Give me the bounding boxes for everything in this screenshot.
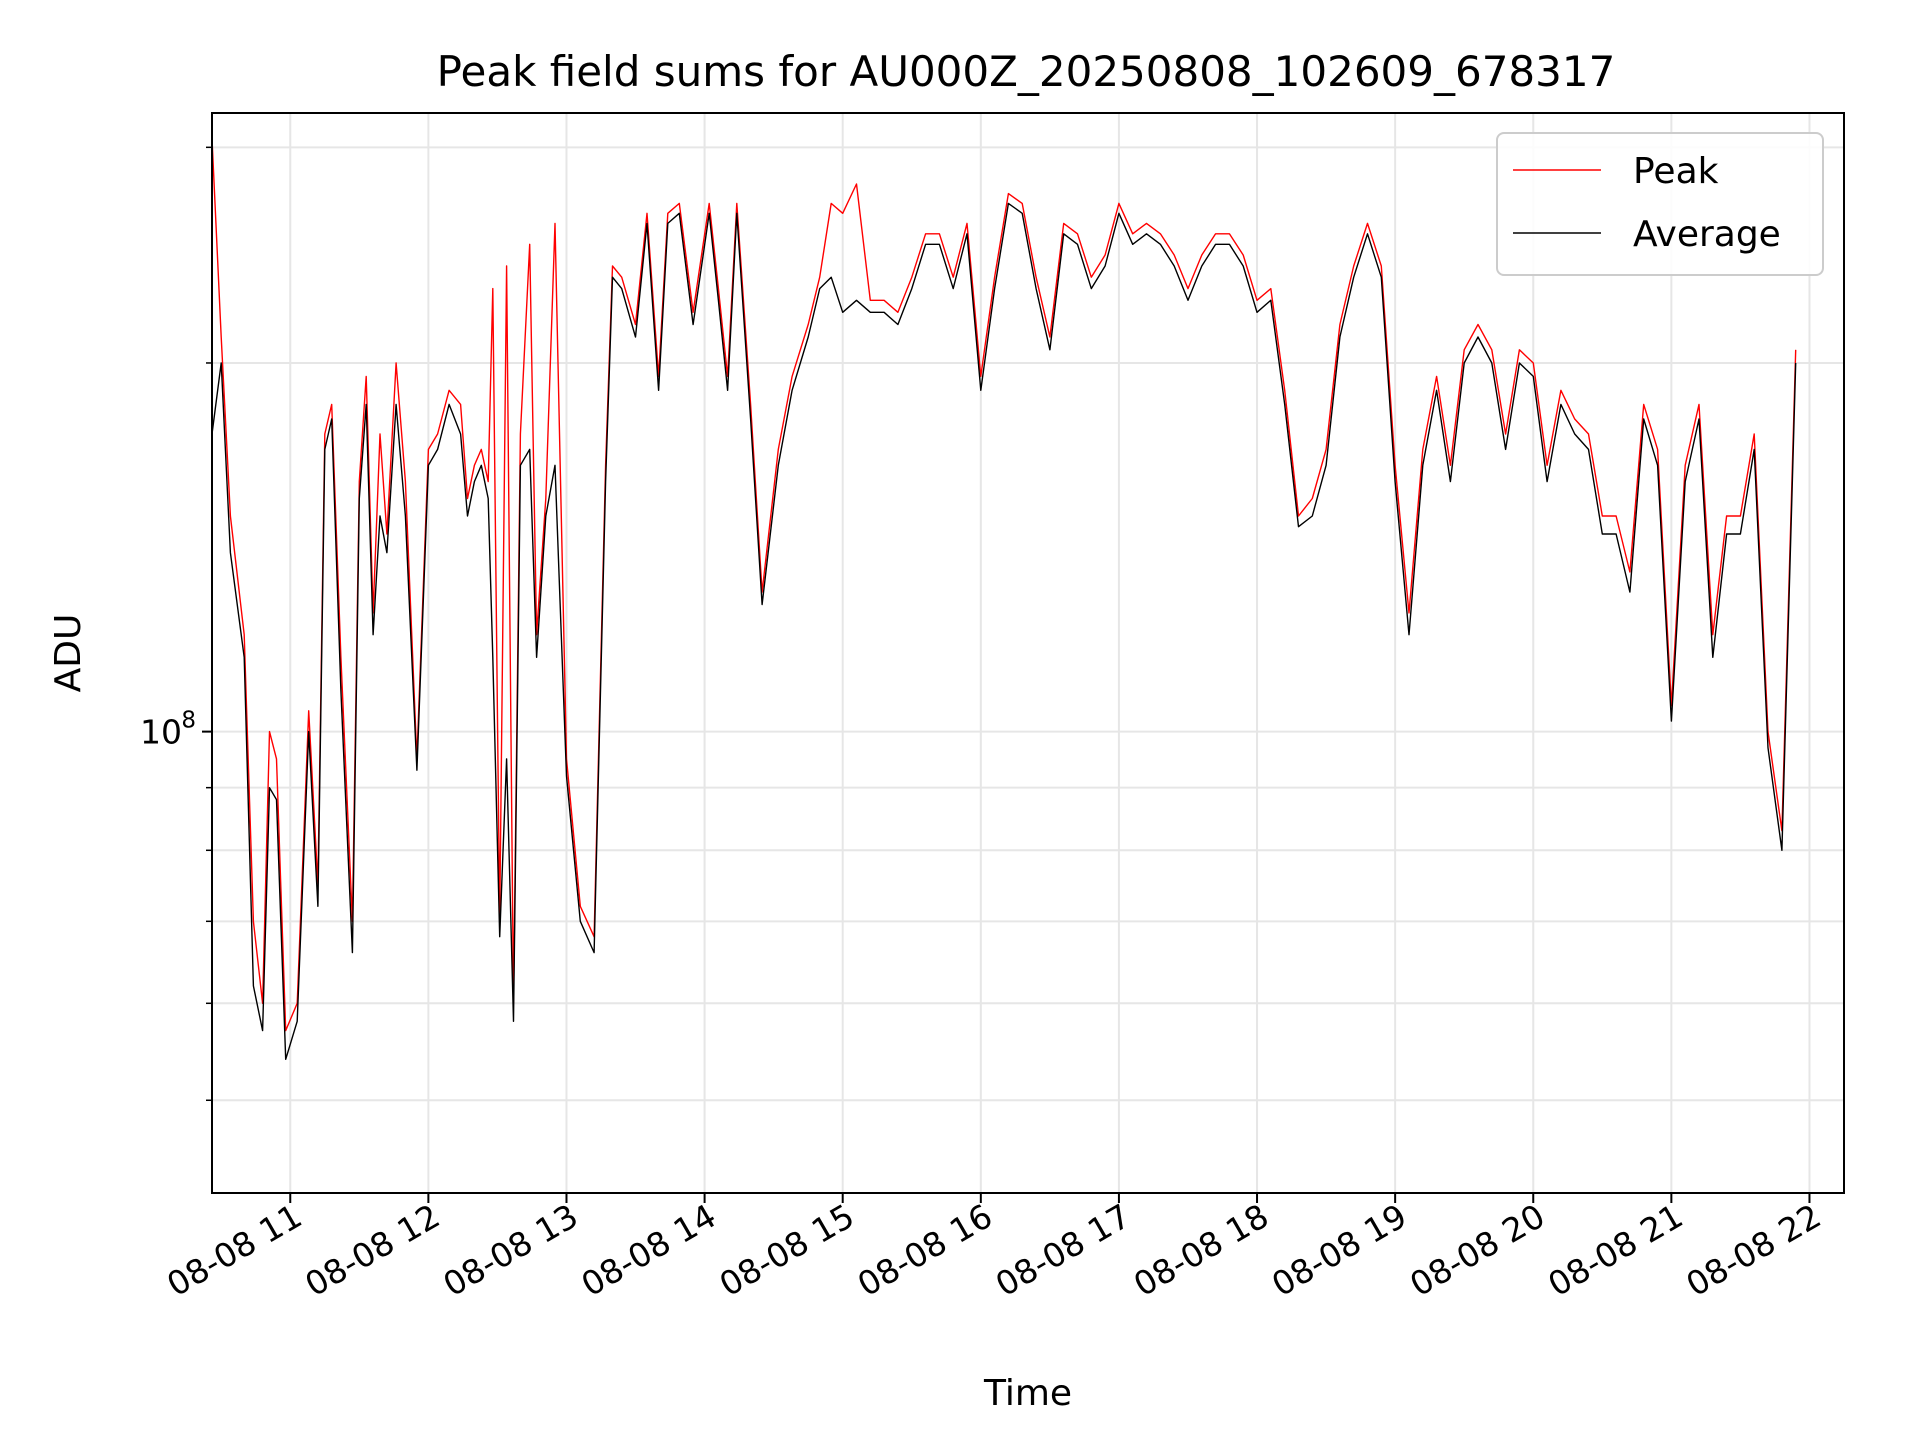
legend: Peak Average	[1496, 132, 1824, 276]
series-line-average	[211, 202, 1797, 1061]
series-line-peak	[211, 138, 1797, 1032]
legend-label-peak: Peak	[1633, 151, 1719, 192]
legend-label-average: Average	[1633, 214, 1781, 255]
y-tick-label: 10	[140, 713, 182, 752]
legend-box	[1496, 132, 1824, 276]
x-axis-label: Time	[983, 1373, 1072, 1414]
y-axis-label: ADU	[48, 614, 89, 693]
chart-title: Peak field sums for AU000Z_20250808_1026…	[437, 47, 1616, 96]
plot-frame	[211, 112, 1845, 1194]
series-layer	[211, 138, 1797, 1061]
y-tick-exponent: 8	[181, 708, 196, 734]
